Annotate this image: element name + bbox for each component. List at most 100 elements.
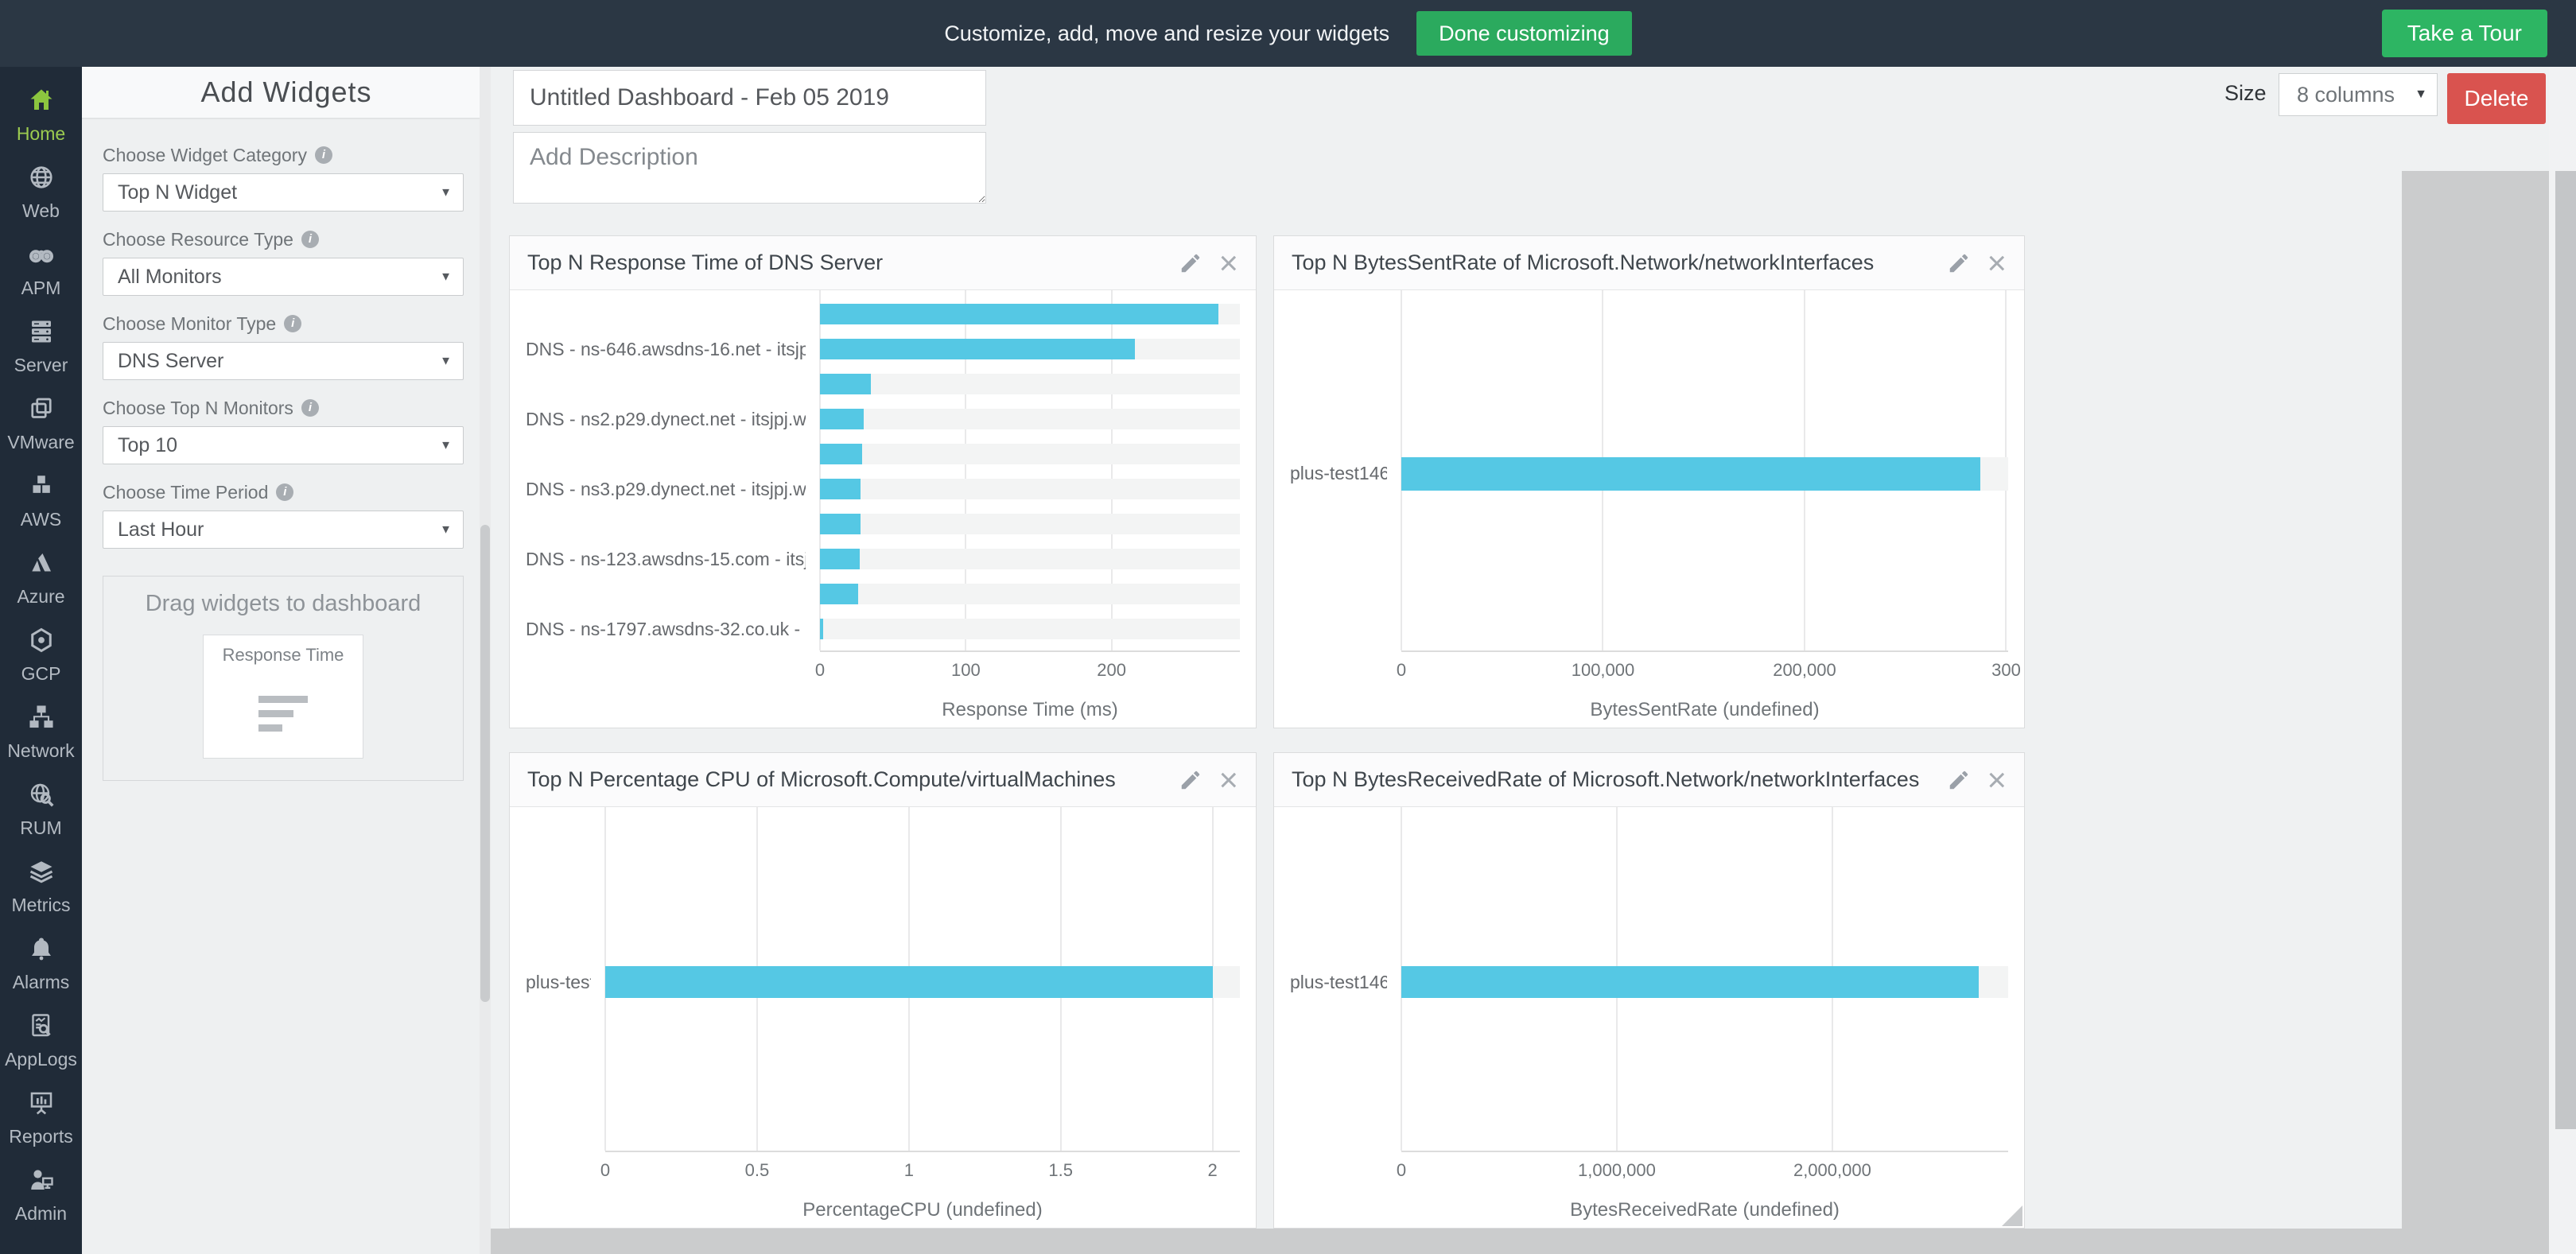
close-widget-icon[interactable]: × (1218, 243, 1238, 281)
sidebar-item-aws[interactable]: AWS (0, 462, 82, 539)
sidebar-item-gcp[interactable]: GCP (0, 616, 82, 693)
widget-title: Top N BytesReceivedRate of Microsoft.Net… (1292, 767, 1920, 791)
x-axis-tick-label: 2,000,000 (1793, 1160, 1871, 1180)
edit-widget-icon[interactable] (1947, 768, 1971, 792)
widget-title: Top N BytesSentRate of Microsoft.Network… (1292, 250, 1875, 274)
bar-chart-placeholder-icon (258, 696, 308, 732)
size-label: Size (2224, 81, 2267, 105)
x-axis-tick-label: 0.5 (744, 1160, 770, 1180)
bar-track (820, 619, 1240, 639)
bar[interactable] (605, 966, 1213, 998)
sidebar-item-metrics[interactable]: Metrics (0, 848, 82, 925)
done-customizing-button[interactable]: Done customizing (1416, 11, 1632, 56)
bar[interactable] (820, 619, 823, 639)
sidebar-item-admin[interactable]: Admin (0, 1156, 82, 1233)
network-nodes-icon (27, 703, 56, 736)
select-value: Last Hour (118, 518, 204, 541)
sidebar-item-alarms[interactable]: Alarms (0, 925, 82, 1002)
chart-row (820, 297, 1240, 332)
chevron-down-icon: ▼ (440, 438, 452, 452)
info-icon[interactable]: i (301, 231, 319, 248)
panel-scrollbar[interactable] (480, 67, 491, 1254)
chart-row: plus-test146 (1290, 451, 2008, 496)
y-axis-category-label: DNS - ns-1797.awsdns-32.co.uk - i.. (526, 618, 806, 639)
delete-button[interactable]: Delete (2447, 73, 2546, 124)
sidebar-item-apm[interactable]: APM (0, 231, 82, 308)
sidebar-item-web[interactable]: Web (0, 153, 82, 231)
monitor-type-field: Choose Monitor Type i DNS Server ▼ (103, 313, 470, 380)
close-widget-icon[interactable]: × (1218, 760, 1238, 798)
bar[interactable] (820, 339, 1135, 359)
bar[interactable] (820, 444, 863, 464)
y-axis-category-label: DNS - ns-123.awsdns-15.com - itsj.. (526, 548, 806, 569)
field-label-text: Choose Resource Type (103, 229, 293, 250)
response-time-widget-card[interactable]: Response Time (203, 635, 363, 759)
chevron-down-icon: ▼ (440, 270, 452, 284)
add-widgets-panel: Add Widgets Choose Widget Category i Top… (82, 67, 491, 1254)
edit-widget-icon[interactable] (1947, 251, 1971, 275)
x-axis-title: PercentageCPU (undefined) (802, 1199, 1043, 1221)
chart-row: plus-test146 (1290, 961, 2008, 1004)
widget-card-label: Response Time (222, 645, 344, 665)
info-icon[interactable]: i (284, 315, 302, 332)
info-icon[interactable]: i (276, 483, 294, 501)
close-widget-icon[interactable]: × (1987, 760, 2007, 798)
bar[interactable] (820, 584, 858, 604)
panel-scrollbar-thumb[interactable] (480, 525, 490, 1002)
page-scrollbar[interactable] (2549, 67, 2576, 1254)
sidebar-item-home[interactable]: Home (0, 76, 82, 153)
sidebar-item-reports[interactable]: Reports (0, 1079, 82, 1156)
chart-row (820, 577, 1240, 611)
info-icon[interactable]: i (301, 399, 319, 417)
sidebar-item-network[interactable]: Network (0, 693, 82, 771)
close-widget-icon[interactable]: × (1987, 243, 2007, 281)
time-period-select[interactable]: Last Hour ▼ (103, 511, 464, 549)
bar[interactable] (820, 304, 1218, 324)
widget-resize-handle[interactable] (2002, 1205, 2022, 1226)
bar[interactable] (820, 549, 860, 569)
resource-type-select[interactable]: All Monitors ▼ (103, 258, 464, 296)
bar[interactable] (1401, 456, 1980, 491)
bar[interactable] (820, 514, 861, 534)
take-a-tour-button[interactable]: Take a Tour (2381, 10, 2547, 57)
bar[interactable] (820, 374, 872, 394)
chevron-down-icon: ▼ (440, 354, 452, 368)
sidebar-item-applogs[interactable]: AppLogs (0, 1002, 82, 1079)
sidebar-item-server[interactable]: Server (0, 308, 82, 385)
bar-track (820, 584, 1240, 604)
bar[interactable] (820, 409, 864, 429)
monitor-type-select[interactable]: DNS Server ▼ (103, 342, 464, 380)
select-value: DNS Server (118, 349, 224, 372)
sidebar-item-label: RUM (20, 817, 62, 838)
size-select[interactable]: 8 columns ▼ (2279, 73, 2438, 116)
chart-row (820, 437, 1240, 472)
x-axis-title: Response Time (ms) (942, 699, 1118, 720)
sidebar-item-label: Alarms (12, 971, 70, 992)
bar[interactable] (1401, 966, 1980, 998)
field-label-text: Choose Widget Category (103, 145, 307, 165)
sidebar-item-azure[interactable]: Azure (0, 539, 82, 616)
bar-chart: DNS - ns-646.awsdns-16.net - itsjp.. DNS … (526, 290, 1240, 728)
widget-category-field: Choose Widget Category i Top N Widget ▼ (103, 145, 470, 212)
sidebar-item-vmware[interactable]: VMware (0, 385, 82, 462)
x-axis-tick-label: 0 (1396, 1160, 1407, 1180)
dashboard-description-textarea[interactable] (513, 132, 986, 204)
bar[interactable] (820, 479, 861, 499)
edit-widget-icon[interactable] (1179, 768, 1203, 792)
chevron-down-icon: ▼ (440, 185, 452, 200)
dashboard-title-input[interactable] (513, 70, 986, 126)
resource-type-field: Choose Resource Type i All Monitors ▼ (103, 229, 470, 296)
edit-widget-icon[interactable] (1179, 251, 1203, 275)
page-scrollbar-thumb[interactable] (2555, 171, 2576, 1129)
sidebar-item-rum[interactable]: RUM (0, 771, 82, 848)
select-value: Top N Widget (118, 181, 238, 204)
widget-category-select[interactable]: Top N Widget ▼ (103, 173, 464, 212)
top-n-monitors-select[interactable]: Top 10 ▼ (103, 426, 464, 464)
sidebar-item-label: Metrics (11, 894, 71, 915)
x-axis-title: BytesSentRate (undefined) (1590, 699, 1820, 720)
x-axis-tick-label: 200 (1097, 660, 1127, 680)
x-axis: BytesSentRate (undefined) 0 100,000 200,00… (1397, 652, 2021, 728)
info-icon[interactable]: i (314, 146, 332, 164)
field-label: Choose Monitor Type i (103, 313, 470, 334)
